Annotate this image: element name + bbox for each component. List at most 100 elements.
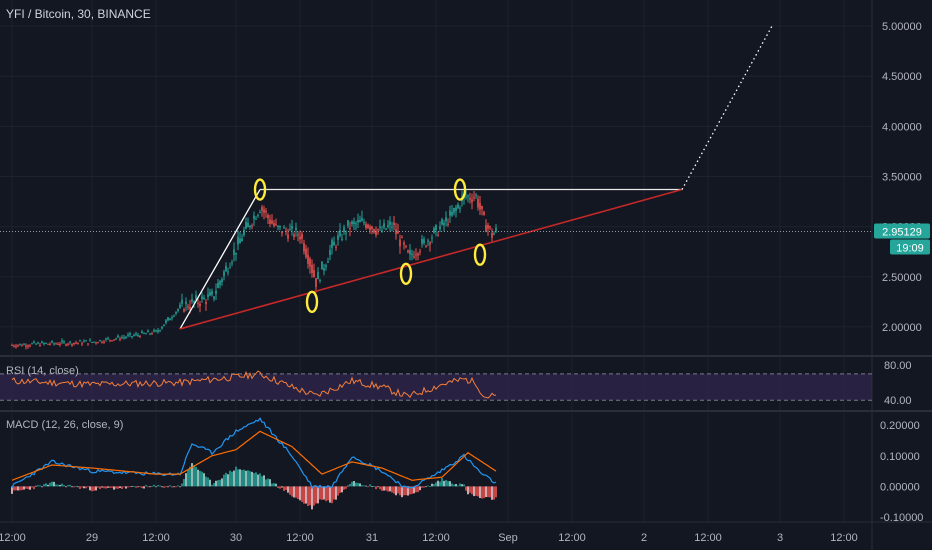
candle-body [483, 211, 485, 215]
candle-body [297, 234, 299, 236]
macd-histogram-bar [261, 476, 263, 487]
candle-body [35, 343, 37, 345]
candle-body [351, 221, 353, 225]
highlight-circle[interactable] [453, 178, 467, 201]
candle-body [327, 261, 329, 263]
candle-body [167, 317, 169, 321]
candle-body [161, 327, 163, 329]
candle-body [337, 235, 339, 240]
candle-body [323, 268, 325, 271]
macd-histogram-bar [187, 469, 189, 487]
highlight-circle[interactable] [473, 243, 487, 266]
candle-body [335, 246, 337, 248]
highlight-circle[interactable] [399, 262, 413, 285]
macd-histogram-bar [489, 486, 491, 498]
candle-body [475, 194, 477, 196]
candle-body [17, 345, 19, 347]
candle-body [377, 229, 379, 231]
macd-histogram-bar [355, 482, 357, 487]
macd-histogram-bar [379, 486, 381, 490]
macd-histogram-bar [151, 486, 153, 487]
last-price-value: 2.95129 [882, 227, 922, 239]
candle-body [263, 209, 265, 213]
candle-body [331, 240, 333, 248]
macd-histogram-bar [161, 486, 163, 488]
macd-histogram-bar [305, 486, 307, 504]
time-tick-label: Sep [498, 532, 518, 544]
macd-histogram-bar [281, 486, 283, 488]
macd-histogram-bar [67, 485, 69, 487]
candle-body [135, 333, 137, 335]
macd-histogram-bar [233, 470, 235, 487]
macd-axis[interactable]: 0.20000 0.10000 0.00000 -0.10000 [880, 420, 923, 524]
price-axis[interactable]: 5.000004.500004.000003.500003.000002.500… [882, 21, 922, 334]
candle-body [435, 224, 437, 231]
macd-histogram-bar [299, 486, 301, 501]
rsi-tick-label: 80.00 [884, 360, 912, 372]
macd-histogram-bar [475, 486, 477, 496]
candle-body [187, 306, 189, 308]
highlight-circle[interactable] [305, 290, 319, 314]
candle-body [223, 271, 225, 276]
candle-body [333, 241, 335, 246]
candle-body [91, 342, 93, 344]
candle-body [201, 296, 203, 299]
macd-histogram-bar [403, 486, 405, 496]
macd-histogram-bar [31, 486, 33, 488]
rsi-axis[interactable]: 80.00 40.00 [884, 360, 912, 407]
macd-histogram-bar [59, 484, 61, 487]
macd-histogram-bar [437, 480, 439, 487]
candle-body [189, 306, 191, 309]
macd-histogram-bar [219, 479, 221, 487]
macd-histogram-bar [399, 486, 401, 496]
highlight-circle[interactable] [253, 178, 267, 201]
macd-histogram-bar [495, 486, 497, 498]
candle-body [363, 222, 365, 224]
price-tick-label: 2.00000 [882, 322, 922, 334]
macd-histogram-bar [127, 486, 129, 488]
candle-body [259, 212, 261, 214]
candle-body [221, 279, 223, 282]
candle-body [83, 341, 85, 343]
macd-histogram-bar [235, 466, 237, 487]
macd-histogram-bar [71, 486, 73, 488]
macd-histogram-bar [55, 484, 57, 487]
candle-body [229, 267, 231, 269]
macd-histogram-bar [351, 481, 353, 487]
symbol-title[interactable]: YFI / Bitcoin, 30, BINANCE [6, 7, 151, 21]
candle-body [493, 233, 495, 235]
ascending-trendline[interactable] [179, 188, 683, 330]
macd-pane-label[interactable]: MACD (12, 26, close, 9) [6, 419, 123, 431]
candle-body [357, 219, 359, 223]
rsi-pane-label[interactable]: RSI (14, close) [6, 365, 79, 377]
impulse-line[interactable] [179, 189, 261, 330]
candle-body [273, 223, 275, 226]
macd-tick-label: 0.00000 [880, 481, 920, 493]
macd-histogram-bar [89, 486, 91, 491]
candle-body [387, 224, 389, 228]
candle-body [495, 227, 497, 232]
candle-body [381, 230, 383, 232]
macd-histogram-bar [141, 486, 143, 489]
time-axis[interactable]: 12:00 29 12:00 30 12:00 31 12:00 Sep 12:00 2 12:00… [0, 532, 858, 544]
time-tick-label: 12:00 [422, 532, 450, 544]
macd-histogram-bar [389, 486, 391, 492]
candle-body [157, 330, 159, 333]
candle-body [139, 335, 141, 337]
candle-body [405, 245, 407, 247]
macd-histogram-bar [301, 486, 303, 502]
candle-body [63, 341, 65, 343]
candle-body [131, 336, 133, 338]
candle-body [389, 221, 391, 225]
candle-body [197, 303, 199, 305]
time-tick-label: 2 [641, 532, 647, 544]
candle-body [481, 205, 483, 210]
macd-histogram-bar [211, 484, 213, 487]
candle-body [305, 248, 307, 258]
candle-body [467, 195, 469, 197]
candle-body [25, 345, 27, 347]
candle-body [477, 198, 479, 208]
macd-histogram-bar [201, 471, 203, 487]
user-drawings[interactable] [179, 25, 773, 330]
macd-histogram-bar [243, 469, 245, 487]
